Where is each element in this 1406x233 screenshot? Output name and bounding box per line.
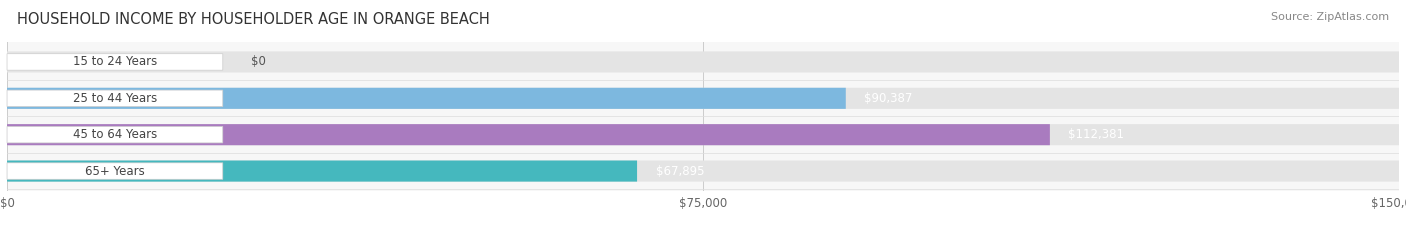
Text: $112,381: $112,381 [1069,128,1125,141]
Text: HOUSEHOLD INCOME BY HOUSEHOLDER AGE IN ORANGE BEACH: HOUSEHOLD INCOME BY HOUSEHOLDER AGE IN O… [17,12,489,27]
Text: $0: $0 [250,55,266,69]
Text: 65+ Years: 65+ Years [84,164,145,178]
Text: 45 to 64 Years: 45 to 64 Years [73,128,157,141]
Text: $67,895: $67,895 [655,164,704,178]
FancyBboxPatch shape [7,161,1399,182]
FancyBboxPatch shape [7,51,1399,72]
FancyBboxPatch shape [7,88,846,109]
FancyBboxPatch shape [7,127,222,143]
Text: 25 to 44 Years: 25 to 44 Years [73,92,157,105]
FancyBboxPatch shape [7,54,222,70]
FancyBboxPatch shape [7,90,222,106]
FancyBboxPatch shape [7,124,1399,145]
FancyBboxPatch shape [7,124,1050,145]
FancyBboxPatch shape [7,163,222,179]
Text: $90,387: $90,387 [865,92,912,105]
Text: Source: ZipAtlas.com: Source: ZipAtlas.com [1271,12,1389,22]
Text: 15 to 24 Years: 15 to 24 Years [73,55,157,69]
FancyBboxPatch shape [7,161,637,182]
FancyBboxPatch shape [7,88,1399,109]
